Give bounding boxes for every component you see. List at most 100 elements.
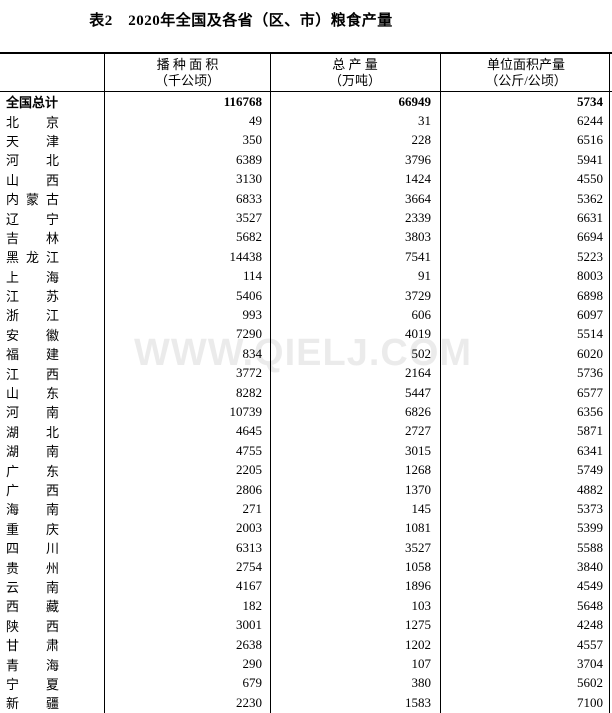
sown-area-value: 3772 — [236, 365, 262, 381]
yield-value: 3840 — [577, 559, 603, 575]
yield-value: 6516 — [577, 132, 603, 148]
sown-area-value: 49 — [249, 113, 262, 129]
sown-area-value: 2754 — [236, 559, 262, 575]
table-row: 天津 350 228 6516 — [0, 131, 612, 150]
total-output-value: 2339 — [405, 210, 431, 226]
table-header-row: 播 种 面 积 （千公顷） 总 产 量 （万吨） 单位面积产量 （公斤/公顷） — [0, 56, 612, 90]
yield-value: 6020 — [577, 345, 603, 361]
yield-value: 5749 — [577, 462, 603, 478]
header-unit-yield-unit: （公斤/公顷） — [485, 73, 567, 88]
sown-area-value: 114 — [242, 268, 262, 284]
total-output-value: 1268 — [405, 462, 431, 478]
yield-value: 5736 — [577, 365, 603, 381]
province-name: 江苏 — [6, 289, 59, 305]
province-name: 西藏 — [6, 599, 59, 615]
header-sown-area: 播 种 面 积 （千公顷） — [105, 56, 270, 90]
column-divider-3 — [440, 52, 441, 713]
sown-area-value: 8282 — [236, 384, 262, 400]
province-name: 贵州 — [6, 560, 59, 576]
table-right-border — [609, 52, 610, 713]
header-total-output: 总 产 量 （万吨） — [270, 56, 440, 90]
province-name: 辽宁 — [6, 211, 59, 227]
sown-area-value: 350 — [242, 132, 263, 148]
yield-value: 5588 — [577, 539, 603, 555]
yield-value: 5362 — [577, 190, 603, 206]
total-output-value: 31 — [418, 113, 431, 129]
total-output-value: 1370 — [405, 481, 431, 497]
table-row: 四川 6313 3527 5588 — [0, 538, 612, 557]
sown-area-value: 116768 — [223, 93, 262, 109]
sown-area-value: 679 — [242, 675, 263, 691]
total-output-value: 2164 — [405, 365, 431, 381]
sown-area-value: 993 — [242, 306, 263, 322]
yield-value: 6898 — [577, 287, 603, 303]
total-output-value: 380 — [411, 675, 432, 691]
yield-value: 4557 — [577, 636, 603, 652]
yield-value: 5871 — [577, 423, 603, 439]
table-row: 河南 10739 6826 6356 — [0, 402, 612, 421]
sown-area-value: 182 — [242, 597, 263, 613]
table-row: 西藏 182 103 5648 — [0, 596, 612, 615]
yield-value: 5223 — [577, 248, 603, 264]
total-output-value: 4019 — [405, 326, 431, 342]
table-row: 浙江 993 606 6097 — [0, 305, 612, 324]
header-total-output-label: 总 产 量 — [332, 57, 378, 72]
table-row: 上海 114 91 8003 — [0, 267, 612, 286]
table-body: 全国总计 116768 66949 5734 北京 49 31 6244 天津 … — [0, 92, 612, 713]
province-name: 湖北 — [6, 424, 59, 440]
province-name: 北京 — [6, 114, 59, 130]
sown-area-value: 5406 — [236, 287, 262, 303]
table-row: 广东 2205 1268 5749 — [0, 460, 612, 479]
sown-area-value: 4645 — [236, 423, 262, 439]
table-title: 表2 2020年全国及各省（区、市）粮食产量 — [89, 13, 393, 29]
table-row: 重庆 2003 1081 5399 — [0, 519, 612, 538]
header-unit-yield-label: 单位面积产量 — [486, 57, 565, 72]
table-row: 山西 3130 1424 4550 — [0, 170, 612, 189]
total-output-value: 2727 — [405, 423, 431, 439]
table-row: 内蒙古 6833 3664 5362 — [0, 189, 612, 208]
yield-value: 4549 — [577, 578, 603, 594]
sown-area-value: 5682 — [236, 229, 262, 245]
province-name: 广东 — [6, 463, 59, 479]
sown-area-value: 3527 — [236, 210, 262, 226]
table-row: 北京 49 31 6244 — [0, 111, 612, 130]
sown-area-value: 6313 — [236, 539, 262, 555]
total-output-value: 66949 — [398, 93, 432, 109]
total-output-value: 7541 — [405, 248, 431, 264]
province-name: 云南 — [6, 579, 59, 595]
province-name: 山东 — [6, 386, 59, 402]
yield-value: 4882 — [577, 481, 603, 497]
total-output-value: 6826 — [405, 403, 431, 419]
yield-value: 5399 — [577, 520, 603, 536]
total-output-value: 3796 — [405, 151, 431, 167]
table-row: 山东 8282 5447 6577 — [0, 383, 612, 402]
province-name: 内蒙古 — [6, 192, 59, 208]
total-output-value: 107 — [411, 656, 432, 672]
table-row: 陕西 3001 1275 4248 — [0, 616, 612, 635]
sown-area-value: 6833 — [236, 190, 262, 206]
yield-value: 6694 — [577, 229, 603, 245]
province-name: 陕西 — [6, 618, 59, 634]
sown-area-value: 2806 — [236, 481, 262, 497]
total-output-value: 103 — [411, 597, 432, 613]
yield-value: 6244 — [577, 113, 603, 129]
sown-area-value: 10739 — [229, 403, 263, 419]
table-row: 甘肃 2638 1202 4557 — [0, 635, 612, 654]
sown-area-value: 2638 — [236, 636, 262, 652]
province-name: 河北 — [6, 153, 59, 169]
table-row: 云南 4167 1896 4549 — [0, 577, 612, 596]
yield-value: 5941 — [577, 151, 603, 167]
sown-area-value: 6389 — [236, 151, 262, 167]
table-row: 黑龙江 14438 7541 5223 — [0, 247, 612, 266]
table-row: 广西 2806 1370 4882 — [0, 480, 612, 499]
yield-value: 5734 — [577, 93, 603, 109]
total-output-value: 1424 — [405, 171, 431, 187]
province-name: 海南 — [6, 502, 59, 518]
total-output-value: 5447 — [405, 384, 431, 400]
province-name: 天津 — [6, 133, 59, 149]
table-row: 安徽 7290 4019 5514 — [0, 325, 612, 344]
table-top-border — [0, 52, 612, 54]
yield-value: 5373 — [577, 500, 603, 516]
total-output-value: 228 — [411, 132, 432, 148]
column-divider-1 — [104, 52, 105, 713]
